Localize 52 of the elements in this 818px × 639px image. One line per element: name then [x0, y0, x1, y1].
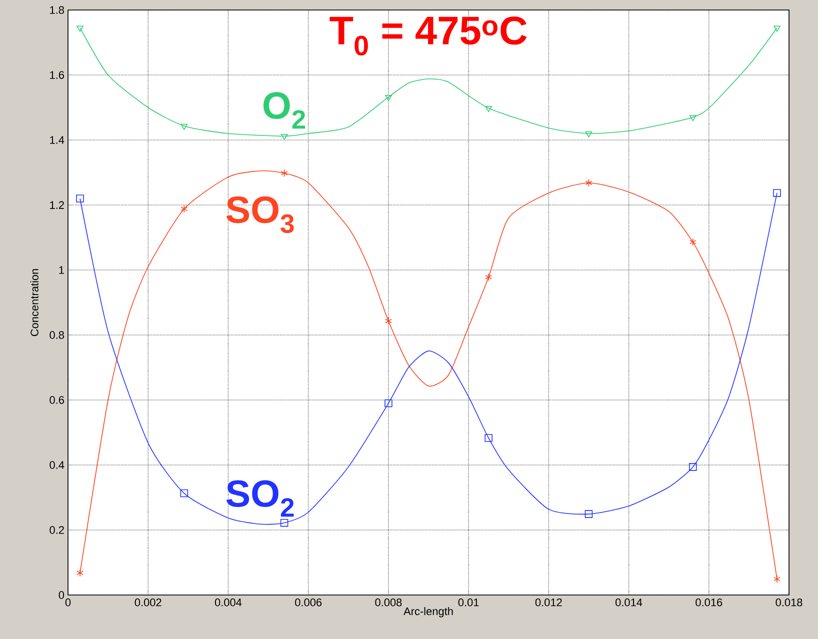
point: [484, 434, 492, 442]
point: [688, 463, 697, 471]
point: [385, 94, 392, 101]
x-tick-label: 0.016: [696, 598, 722, 606]
point: [774, 26, 780, 32]
y-tick-label: 0.4: [50, 461, 64, 469]
point: [585, 131, 592, 138]
point: [773, 189, 781, 197]
annotation: T$_{0}$ = 475$^{o}$C: [330, 16, 527, 56]
point: [280, 169, 288, 178]
x-tick-label: 0: [65, 598, 71, 606]
y-tick-label: 0.2: [50, 526, 64, 534]
x-tick-label: 0.014: [615, 598, 642, 606]
y-tick-label: 0: [58, 591, 64, 599]
point: [180, 205, 188, 213]
point: [774, 575, 780, 583]
point: [485, 106, 492, 112]
x-tick-label: 0.006: [295, 598, 322, 606]
x-tick-label: 0.008: [375, 598, 402, 606]
x-tick-label: 0.004: [214, 598, 242, 606]
point: [180, 489, 188, 498]
point: [76, 194, 84, 202]
x-tick-label: 0.01: [458, 598, 479, 606]
point: [584, 510, 593, 518]
point: [385, 317, 392, 325]
point: [384, 399, 392, 408]
point: [76, 569, 84, 577]
point: [585, 179, 592, 187]
x-tick-label: 0.012: [535, 598, 562, 606]
series-label: O$_{2}$: [264, 92, 306, 129]
point: [689, 115, 696, 122]
line-series: [80, 170, 778, 580]
y-tick-label: 0.6: [50, 396, 64, 404]
y-axis-title: Concentration: [30, 269, 38, 336]
x-axis-title: Arc-length: [404, 607, 453, 618]
y-tick-label: 0.8: [50, 331, 64, 339]
y-tick-label: 1: [59, 266, 64, 274]
point: [180, 124, 188, 130]
point: [689, 238, 696, 246]
point: [280, 518, 288, 527]
point: [280, 134, 288, 140]
line-series: [80, 192, 778, 525]
series-label: SO$_{2}$: [226, 480, 294, 517]
x-tick-label: 0.018: [776, 598, 802, 606]
y-tick-label: 1.8: [50, 6, 64, 14]
x-tick-label: 0.002: [134, 598, 162, 606]
y-tick-label: 1.6: [50, 71, 64, 79]
y-tick-label: 1.4: [50, 136, 64, 144]
y-tick-label: 1.2: [50, 201, 64, 209]
point: [76, 26, 84, 32]
series-label: SO$_{3}$: [226, 196, 294, 234]
point: [485, 273, 492, 282]
